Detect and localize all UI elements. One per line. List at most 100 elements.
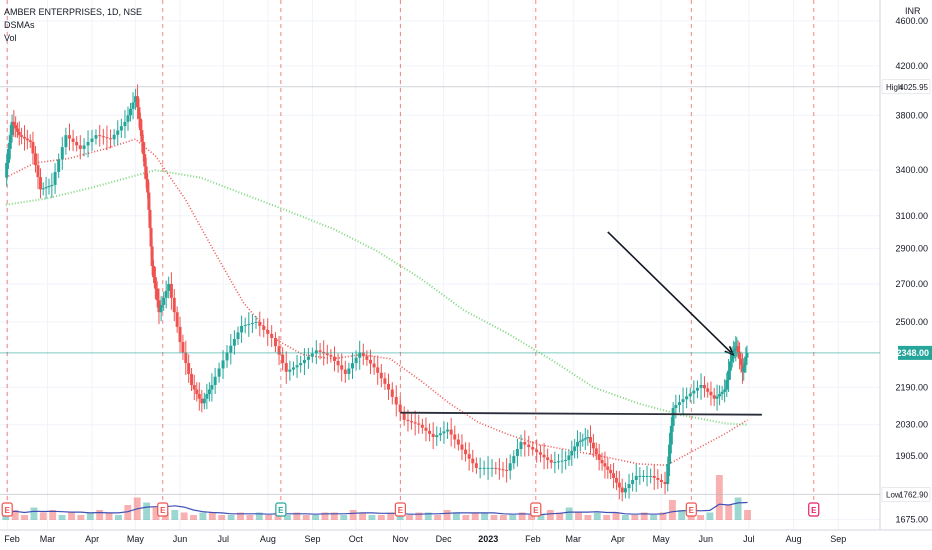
candle-body	[744, 357, 748, 363]
candle-body	[617, 482, 621, 488]
candle-body	[649, 475, 653, 477]
candle-body	[12, 121, 16, 126]
candle-body	[527, 444, 531, 448]
candle-body	[497, 468, 501, 470]
volume-bar	[612, 512, 620, 520]
time-tick-label: May	[127, 534, 145, 544]
candle-body	[210, 385, 214, 390]
price-tick-label: 3800.00	[895, 110, 928, 120]
volume-bar	[359, 512, 366, 520]
candle-body	[200, 398, 204, 404]
indicator-dsmas[interactable]: DSMAs	[4, 20, 35, 30]
candle-body	[634, 475, 638, 480]
candle-body	[299, 363, 303, 366]
candle-body	[167, 283, 171, 291]
candle-body	[5, 162, 9, 178]
candle-body	[688, 393, 692, 397]
candle-body	[394, 396, 398, 405]
candle-body	[542, 454, 546, 458]
candle-body	[172, 297, 176, 313]
candle-body	[147, 192, 151, 210]
volume-bar	[283, 515, 291, 520]
candle-body	[586, 437, 590, 439]
volume-bar	[546, 510, 554, 520]
volume-bar	[218, 515, 226, 520]
candle-body	[202, 398, 206, 404]
candle-body	[620, 487, 624, 493]
candle-body	[137, 107, 141, 119]
price-tick-label: 2900.00	[895, 244, 928, 254]
candle-body	[229, 345, 233, 353]
current-price-label: 2348.00	[896, 348, 929, 358]
candle-body	[549, 459, 553, 463]
candle-body	[723, 389, 727, 392]
time-tick-label: Sep	[830, 534, 846, 544]
candle-body	[236, 332, 240, 340]
candle-body	[60, 147, 64, 160]
time-tick-label: Aug	[260, 534, 276, 544]
candle-body	[467, 454, 471, 459]
time-axis[interactable]: Feb Mar Apr May Jun Jul Aug Sep Oct Nov Dec 2023 Feb…	[4, 534, 846, 544]
candle-body	[597, 454, 601, 460]
candle-body	[531, 447, 535, 450]
earnings-icon-letter: E	[533, 506, 539, 515]
indicator-vol[interactable]: Vol	[4, 33, 17, 43]
time-tick-label: Jun	[698, 534, 713, 544]
candle-body	[67, 135, 71, 139]
candle-body	[150, 246, 154, 267]
candle-body	[31, 141, 35, 154]
volume-bar	[744, 510, 751, 520]
extreme-label-value: 4025.95	[899, 83, 928, 92]
candle-body	[82, 145, 86, 149]
candle-body	[157, 300, 161, 313]
time-tick-label: Jul	[217, 534, 229, 544]
candle-body	[390, 389, 394, 397]
candle-body	[402, 412, 406, 420]
candle-body	[149, 227, 153, 247]
volume-bar	[180, 512, 188, 520]
candle-body	[699, 385, 703, 388]
volume-bar	[734, 497, 742, 520]
candle-body	[178, 326, 182, 343]
candle-body	[50, 184, 54, 187]
candle-body	[310, 353, 314, 357]
candle-body	[329, 355, 333, 357]
candle-body	[681, 399, 685, 403]
candle-body	[738, 352, 742, 359]
candle-body	[606, 466, 610, 470]
candle-body	[181, 342, 185, 353]
candle-body	[612, 473, 616, 478]
earnings-icon-letter: E	[278, 506, 284, 515]
volume-bar	[631, 515, 639, 520]
candle-body	[361, 352, 365, 357]
drawing-annotations[interactable]	[0, 86, 880, 495]
candle-body	[129, 108, 133, 116]
volume-bar	[255, 512, 263, 520]
candle-body	[494, 467, 498, 469]
candle-body	[578, 440, 582, 443]
candle-body	[197, 394, 201, 399]
candle-body	[205, 394, 209, 399]
time-tick-label: May	[653, 534, 671, 544]
price-axis[interactable]: 4600.00 4200.00 3800.00 3400.00 3100.00 2900.…	[881, 6, 932, 525]
earnings-icon-letter: E	[689, 506, 695, 515]
symbol-title[interactable]: AMBER ENTERPRISES, 1D, NSE	[4, 7, 143, 17]
candle-body	[109, 138, 113, 140]
volume-bar	[58, 515, 66, 520]
moving-averages	[5, 138, 748, 467]
volume-bar	[152, 507, 160, 520]
candle-body	[508, 463, 512, 471]
candle-body	[456, 439, 460, 445]
price-tick-label: 4200.00	[895, 61, 928, 71]
time-tick-label: Feb	[525, 534, 541, 544]
candle-body	[379, 372, 383, 379]
volume-bar	[321, 512, 329, 520]
time-tick-label: Feb	[4, 534, 20, 544]
candle-body	[144, 166, 148, 180]
extreme-label-box	[881, 79, 931, 95]
volume-bar	[499, 515, 507, 520]
candle-body	[140, 130, 144, 142]
candle-body	[318, 350, 322, 352]
